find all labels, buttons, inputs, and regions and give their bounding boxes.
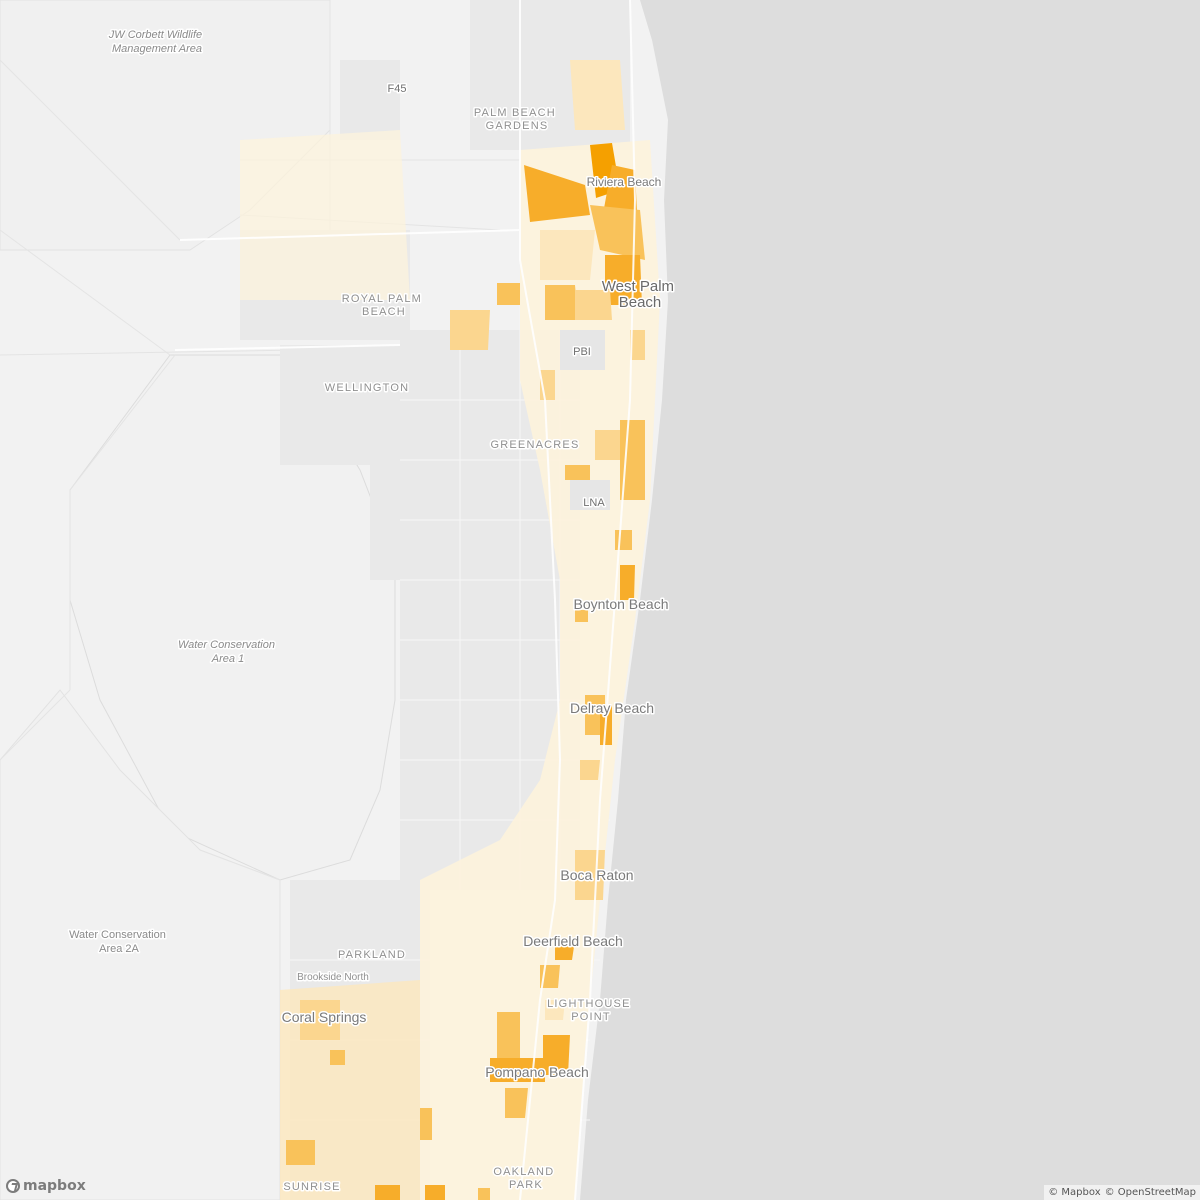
map-attribution: © Mapbox © OpenStreetMap <box>1044 1185 1200 1200</box>
label-f45: F45 <box>388 83 407 95</box>
mapbox-logo-text: mapbox <box>23 1178 86 1194</box>
label-coral-springs: Coral Springs <box>282 1009 367 1025</box>
mapbox-logo[interactable]: mapbox <box>6 1178 86 1194</box>
label-oakland-park: OAKLAND PARK <box>493 1166 558 1191</box>
label-lna-airport: LNA <box>583 497 605 509</box>
label-boca-raton: Boca Raton <box>560 867 633 883</box>
ocean <box>580 0 1200 1200</box>
label-deerfield-beach: Deerfield Beach <box>523 933 623 949</box>
label-palm-beach-gardens: PALM BEACH GARDENS <box>474 107 560 132</box>
mapbox-logo-icon <box>6 1179 20 1193</box>
label-sunrise: SUNRISE <box>283 1181 340 1193</box>
choropleth-layer <box>240 60 660 1200</box>
label-greenacres: GREENACRES <box>490 439 579 451</box>
label-wellington: WELLINGTON <box>325 382 410 394</box>
label-west-palm-beach: West Palm Beach <box>602 278 678 311</box>
label-brookside-north: Brookside North <box>297 972 369 983</box>
airports <box>560 330 610 510</box>
label-pompano-beach: Pompano Beach <box>485 1064 589 1080</box>
label-royal-palm-beach: ROYAL PALM BEACH <box>342 293 427 318</box>
label-riviera-beach: Riviera Beach <box>587 175 662 189</box>
label-parkland: PARKLAND <box>338 949 406 961</box>
label-boynton-beach: Boynton Beach <box>574 596 669 612</box>
label-jw-corbett: JW Corbett Wildlife Management Area <box>108 29 205 55</box>
map-labels: JW Corbett Wildlife Management Area F45 … <box>68 28 678 1195</box>
attribution-mapbox-link[interactable]: © Mapbox <box>1048 1187 1101 1198</box>
label-water-conservation-2a: Water Conservation Area 2A <box>69 929 169 955</box>
label-lighthouse-point: LIGHTHOUSE POINT <box>547 998 635 1023</box>
label-delray-beach: Delray Beach <box>570 700 654 716</box>
label-water-conservation-1: Water Conservation Area 1 <box>178 639 278 665</box>
attribution-osm-link[interactable]: © OpenStreetMap <box>1104 1187 1196 1198</box>
label-pbi-airport: PBI <box>573 346 591 358</box>
roads-major <box>174 0 637 1200</box>
